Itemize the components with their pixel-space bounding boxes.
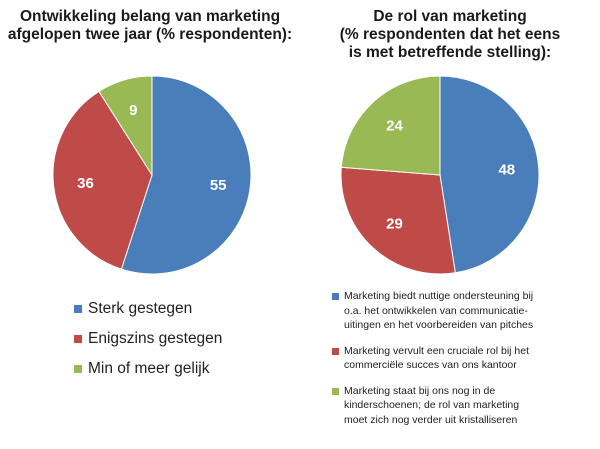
pie-chart-role: 48 29 24 (340, 75, 540, 275)
chart-2-title-line: is met betreffende stelling): (348, 44, 552, 61)
legend-swatch (332, 293, 339, 300)
chart-2-title: De rol van marketing (% respondenten dat… (300, 8, 600, 62)
legend-item: Enigszins gestegen (74, 324, 222, 354)
chart-2-title-line: De rol van marketing (373, 8, 527, 25)
legend-swatch (332, 387, 339, 395)
legend-label-line: Marketing staat bij ons nog in de (344, 384, 496, 397)
legend-label-line: kinderschoenen; de rol van marketing (344, 399, 520, 411)
legend-label: Marketing vervult een cruciale rol bij h… (344, 344, 529, 373)
pie-1-data-label-2: 9 (129, 102, 137, 119)
legend-swatch (74, 305, 82, 313)
legend-item: Sterk gestegen (74, 294, 222, 324)
legend-item: Marketing vervult een cruciale rol bij h… (332, 344, 594, 373)
legend-item: Min of meer gelijk (74, 354, 222, 384)
legend-swatch (74, 335, 82, 343)
legend-label: Min of meer gelijk (88, 360, 210, 377)
pie-2-slice-1 (340, 166, 456, 275)
pie-2-slice-0 (439, 75, 540, 274)
pie-1-slice-0 (120, 75, 252, 275)
pie-2-slice-2 (340, 75, 441, 176)
legend-item: Marketing staat bij ons nog in de kinder… (332, 384, 594, 428)
pie-1-data-label-1: 36 (77, 175, 94, 192)
legend-label-line: uitingen en het voorbereiden van pitches (344, 319, 534, 331)
legend-label-line: Marketing vervult een cruciale rol bij h… (344, 344, 530, 357)
chart-1-title: Ontwikkeling belang van marketing afgelo… (0, 8, 300, 44)
legend-development: Sterk gestegen Enigszins gestegen Min of… (74, 294, 222, 384)
legend-swatch (74, 365, 82, 373)
pie-1-slice-1 (52, 90, 153, 270)
legend-label: Marketing staat bij ons nog in de kinder… (344, 384, 519, 428)
legend-label-line: moet zich nog verder uit kristalliseren (344, 413, 518, 426)
pie-chart-development: 55 36 9 (52, 75, 252, 275)
legend-label-line: o.a. het ontwikkelen van communicatie- (344, 304, 528, 317)
legend-item: Marketing biedt nuttige ondersteuning bi… (332, 289, 594, 333)
chart-2-title-line: (% respondenten dat het eens (339, 26, 561, 43)
pie-2-data-label-2: 24 (386, 117, 403, 134)
pie-2-data-label-1: 29 (386, 216, 403, 233)
pie-1-data-label-0: 55 (210, 177, 227, 194)
legend-swatch (332, 347, 339, 355)
pie-1-slice-2 (98, 75, 153, 177)
legend-label-line: commerciële succes van ons kantoor (344, 359, 517, 371)
legend-label: Sterk gestegen (88, 300, 193, 317)
chart-1-title-line: Ontwikkeling belang van marketing (19, 8, 281, 25)
legend-label: Marketing biedt nuttige ondersteuning bi… (344, 289, 533, 333)
legend-label: Enigszins gestegen (88, 330, 223, 347)
legend-label-line: Marketing biedt nuttige ondersteuning bi… (344, 290, 534, 302)
pie-2-data-label-0: 48 (498, 161, 515, 178)
legend-role: Marketing biedt nuttige ondersteuning bi… (332, 289, 594, 438)
chart-1-title-line: afgelopen twee jaar (% respondenten): (7, 26, 293, 43)
